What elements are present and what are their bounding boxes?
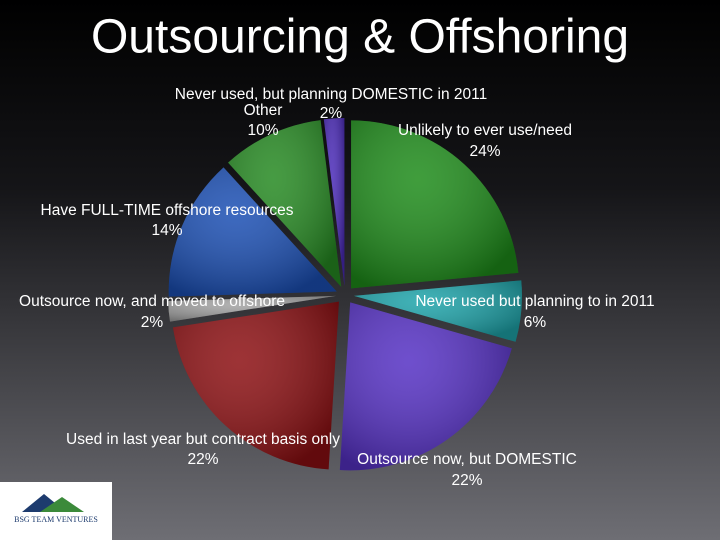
slice-label: Never used but planning to in 2011 [415,293,654,310]
slice-label: Unlikely to ever use/need [398,122,572,139]
logo-mark [40,497,84,512]
slice-label: Outsource now, but DOMESTIC [357,451,577,468]
slice-label: Have FULL-TIME offshore resources [41,202,294,219]
slice-shade [353,280,522,342]
slice-label: Outsource now, and moved to offshore [19,293,285,310]
slice-value-label: 2% [141,314,164,331]
slice-shade [168,295,337,322]
slice-value-label: 24% [469,143,500,160]
slice-value-label: 10% [247,122,278,139]
slice-value-label: 2% [320,105,343,122]
slice-value-label: 22% [187,451,218,468]
slice-label: Used in last year but contract basis onl… [66,431,340,448]
slice-shade [339,302,512,471]
slice-label: Other [244,102,283,119]
slice-shade [228,120,342,287]
slice-value-label: 22% [451,472,482,489]
pie [168,118,522,471]
slice-value-label: 6% [524,314,547,331]
chart-title: Outsourcing & Offshoring [91,11,629,64]
logo-text: BSG TEAM VENTURES [14,515,98,524]
slice-value-label: 14% [151,222,182,239]
slice-shade [172,301,339,470]
slice-shade [351,120,519,289]
slice-label: Never used, but planning DOMESTIC in 201… [175,86,487,103]
slice-shade [323,118,345,287]
logo: BSG TEAM VENTURES [0,482,112,540]
slice-shade [168,167,337,297]
